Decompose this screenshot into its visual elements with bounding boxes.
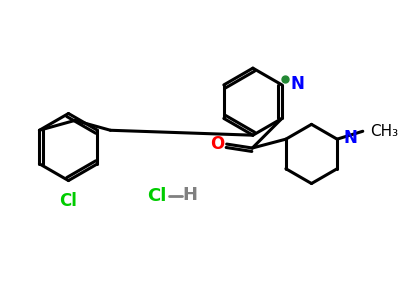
Text: H: H	[183, 186, 198, 204]
Text: O: O	[210, 135, 224, 153]
Text: N: N	[291, 75, 305, 93]
Text: Cl: Cl	[147, 187, 167, 205]
Text: N: N	[343, 129, 357, 147]
Text: Cl: Cl	[60, 192, 77, 210]
Text: CH₃: CH₃	[370, 124, 398, 139]
